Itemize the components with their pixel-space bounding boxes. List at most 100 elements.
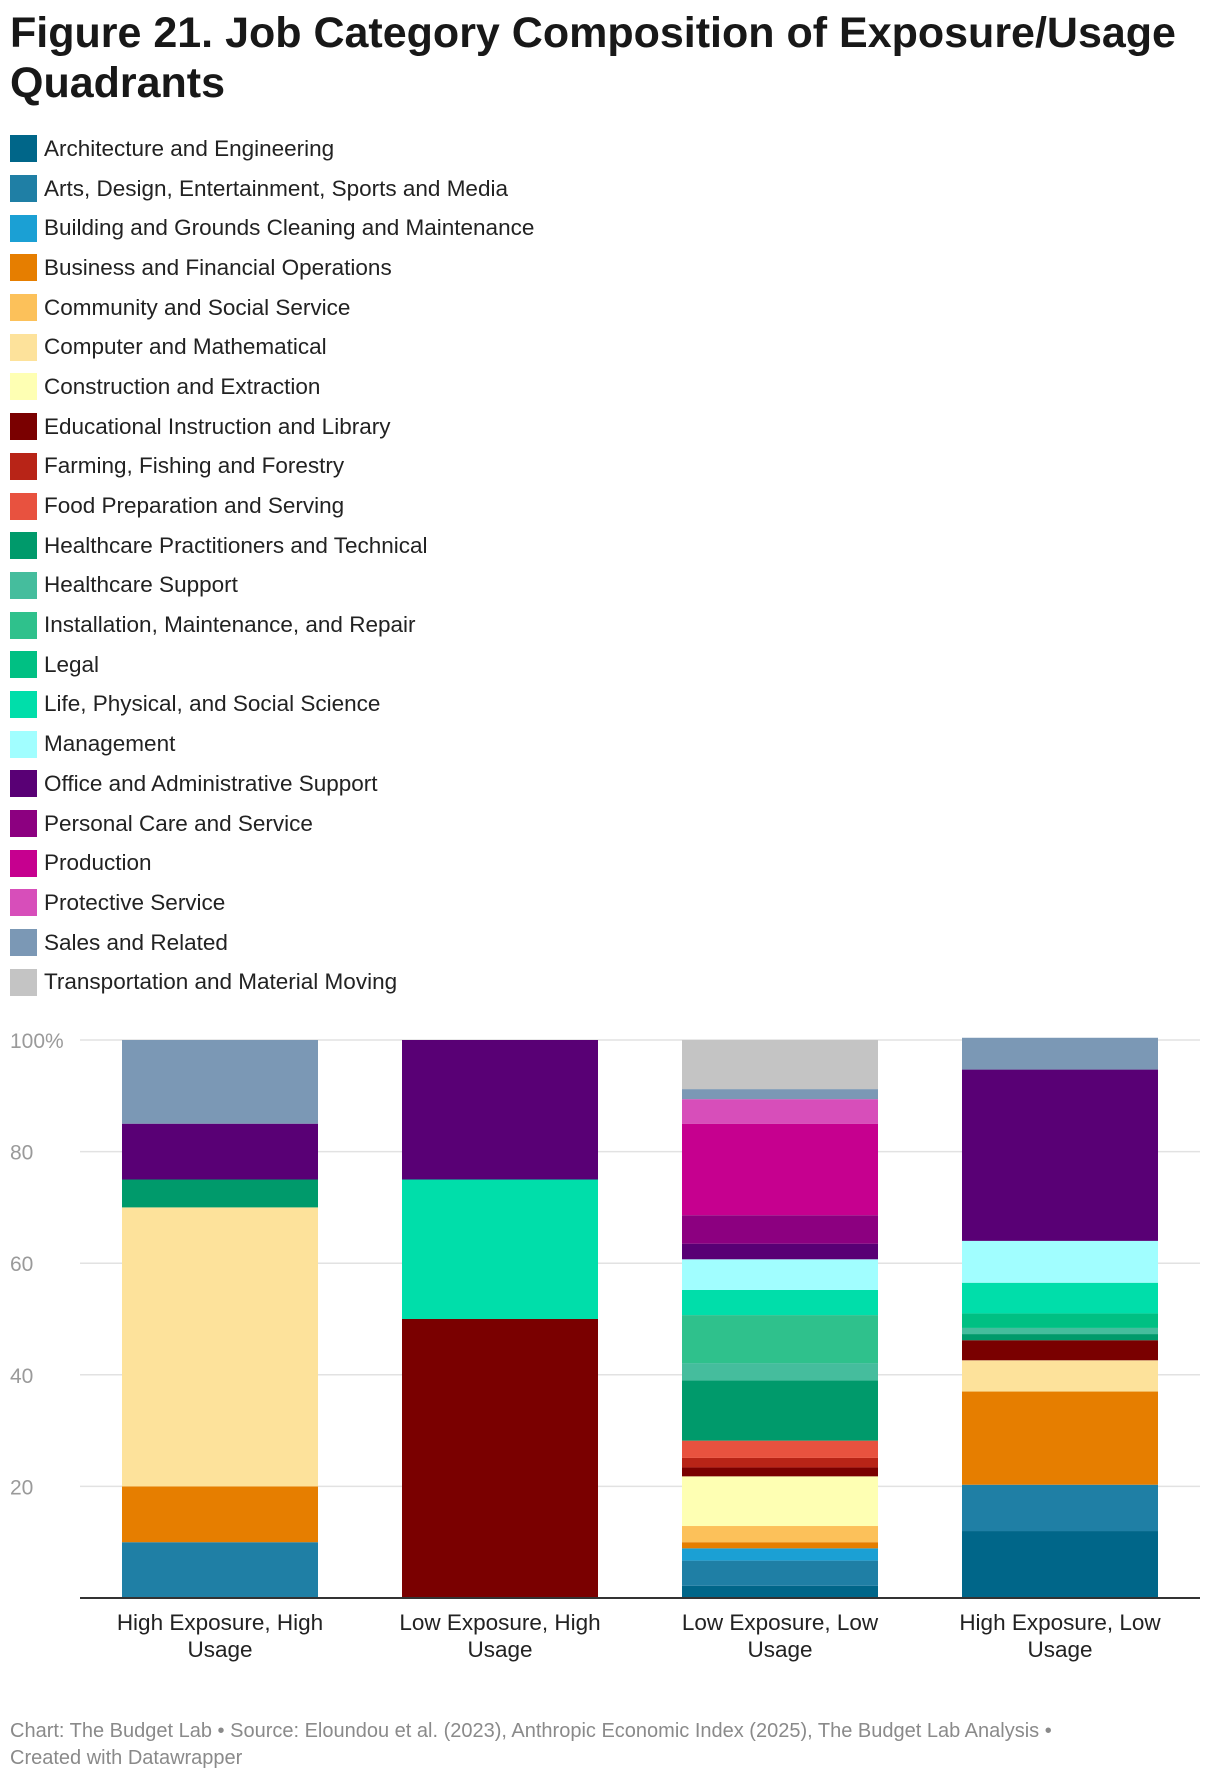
x-tick-label: Usage: [187, 1637, 252, 1662]
bar-segment: [682, 1542, 878, 1549]
x-tick-label: Usage: [747, 1637, 812, 1662]
legend-item: Community and Social Service: [10, 288, 710, 328]
legend-item: Computer and Mathematical: [10, 327, 710, 367]
bar-segment: [402, 1179, 598, 1319]
legend-swatch: [10, 770, 37, 798]
bar-segment: [682, 1467, 878, 1477]
x-tick-label: Usage: [1027, 1637, 1092, 1662]
legend-swatch: [10, 730, 37, 758]
x-tick-label: High Exposure, Low: [959, 1610, 1161, 1635]
bar-segment: [682, 1040, 878, 1090]
legend-swatch: [10, 611, 37, 639]
legend-item: Legal: [10, 645, 710, 685]
legend-swatch: [10, 532, 37, 560]
legend-swatch: [10, 571, 37, 599]
y-tick-label: 100%: [10, 1030, 64, 1053]
bar-segment: [962, 1531, 1158, 1598]
legend-item: Protective Service: [10, 883, 710, 923]
legend-swatch: [10, 254, 37, 282]
legend-label: Business and Financial Operations: [44, 254, 392, 280]
legend-item: Architecture and Engineering: [10, 129, 710, 169]
legend-swatch: [10, 810, 37, 838]
legend-swatch: [10, 492, 37, 520]
legend-label: Transportation and Material Moving: [44, 969, 398, 995]
legend-swatch: [10, 968, 37, 996]
legend-label: Computer and Mathematical: [44, 334, 327, 360]
legend-item: Educational Instruction and Library: [10, 407, 710, 447]
legend-swatch: [10, 889, 37, 917]
legend-label: Healthcare Support: [44, 572, 238, 598]
bar-segment: [122, 1123, 318, 1180]
legend-item: Healthcare Practitioners and Technical: [10, 526, 710, 566]
legend-label: Construction and Extraction: [44, 373, 321, 399]
x-tick-label: Usage: [467, 1637, 532, 1662]
bar-segment: [122, 1542, 318, 1598]
x-tick-label: High Exposure, High: [117, 1610, 323, 1635]
legend-swatch: [10, 452, 37, 480]
bar-segment: [682, 1440, 878, 1458]
y-tick-label: 20: [10, 1476, 33, 1499]
legend-item: Food Preparation and Serving: [10, 486, 710, 526]
legend-item: Business and Financial Operations: [10, 248, 710, 288]
legend-swatch: [10, 214, 37, 242]
legend-item: Farming, Fishing and Forestry: [10, 447, 710, 487]
bar-segment: [962, 1037, 1158, 1070]
legend-item: Personal Care and Service: [10, 804, 710, 844]
legend-label: Community and Social Service: [44, 294, 351, 320]
legend-swatch: [10, 929, 37, 957]
legend-item: Construction and Extraction: [10, 367, 710, 407]
x-tick-label: Low Exposure, High: [399, 1610, 600, 1635]
bar-segment: [682, 1099, 878, 1124]
legend-label: Building and Grounds Cleaning and Mainte…: [44, 215, 535, 241]
legend-label: Office and Administrative Support: [44, 770, 378, 796]
bar-segment: [962, 1282, 1158, 1314]
y-tick-label: 40: [10, 1365, 33, 1388]
bar-segment: [682, 1243, 878, 1260]
legend-label: Educational Instruction and Library: [44, 413, 391, 439]
bar-segment: [402, 1319, 598, 1598]
bar-segment: [682, 1585, 878, 1598]
bar-segment: [122, 1179, 318, 1208]
x-tick-label: Low Exposure, Low: [682, 1610, 879, 1635]
legend-label: Personal Care and Service: [44, 810, 313, 836]
y-tick-label: 80: [10, 1142, 33, 1165]
legend-label: Management: [44, 731, 176, 757]
bar-segment: [962, 1484, 1158, 1532]
bar-segment: [962, 1340, 1158, 1361]
bar-segment: [682, 1215, 878, 1244]
bar-segment: [962, 1360, 1158, 1392]
legend-item: Life, Physical, and Social Science: [10, 685, 710, 725]
legend-label: Legal: [44, 651, 100, 677]
bar-segment: [682, 1548, 878, 1561]
bar-segment: [682, 1380, 878, 1441]
bar-segment: [122, 1486, 318, 1543]
bar-segment: [962, 1069, 1158, 1241]
bar-segment: [682, 1315, 878, 1364]
bar-segment: [682, 1123, 878, 1216]
bar-segment: [962, 1334, 1158, 1341]
legend-swatch: [10, 373, 37, 401]
legend-swatch: [10, 690, 37, 718]
legend-swatch: [10, 294, 37, 322]
bar-segment: [682, 1363, 878, 1381]
bar-segment: [962, 1313, 1158, 1328]
bar-segment: [682, 1259, 878, 1290]
chart-legend: Architecture and Engineering Arts, Design…: [10, 129, 710, 1002]
legend-item: Installation, Maintenance, and Repair: [10, 605, 710, 645]
legend-item: Office and Administrative Support: [10, 764, 710, 804]
bar-segment: [402, 1040, 598, 1180]
legend-item: Building and Grounds Cleaning and Mainte…: [10, 208, 710, 248]
bar-segment: [962, 1327, 1158, 1335]
legend-swatch: [10, 135, 37, 163]
legend-label: Production: [44, 850, 152, 876]
bar-segment: [682, 1526, 878, 1543]
legend-swatch: [10, 849, 37, 877]
legend-swatch: [10, 651, 37, 679]
legend-swatch: [10, 333, 37, 361]
footer-source-line: Chart: The Budget Lab • Source: Eloundou…: [10, 1720, 1052, 1742]
legend-label: Life, Physical, and Social Science: [44, 691, 381, 717]
bar-segment: [682, 1476, 878, 1527]
legend-swatch: [10, 413, 37, 441]
legend-label: Protective Service: [44, 889, 226, 915]
